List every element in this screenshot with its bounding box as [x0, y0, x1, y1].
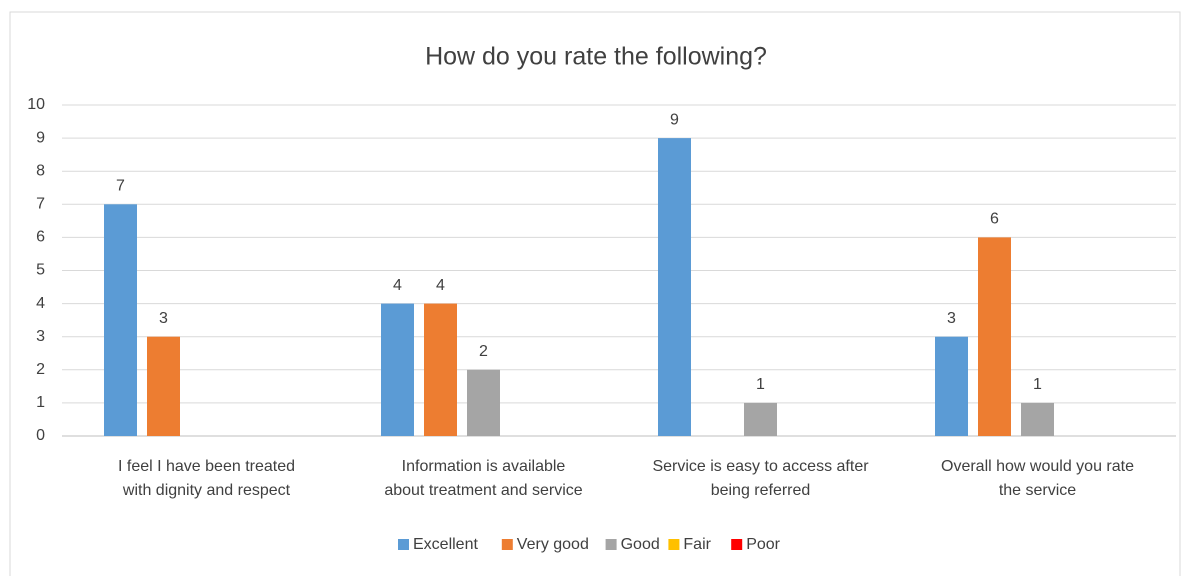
y-tick-label: 2	[36, 361, 45, 378]
data-label: 1	[756, 376, 765, 393]
data-label: 3	[947, 310, 956, 327]
data-label: 6	[990, 211, 999, 228]
bar	[658, 138, 691, 436]
y-tick-label: 0	[36, 427, 45, 444]
y-tick-label: 9	[36, 129, 45, 146]
legend-label: Excellent	[413, 536, 478, 553]
bar	[978, 237, 1011, 436]
bar	[467, 369, 500, 436]
bar	[104, 204, 137, 436]
x-tick-label: being referred	[711, 482, 811, 499]
x-tick-label: Information is available	[402, 458, 566, 475]
y-tick-label: 5	[36, 262, 45, 279]
legend-label: Fair	[683, 536, 711, 553]
bar	[935, 336, 968, 436]
bar	[744, 402, 777, 436]
y-tick-label: 4	[36, 295, 45, 312]
data-label: 4	[436, 277, 445, 294]
legend-label: Very good	[517, 536, 589, 553]
legend-swatch	[668, 539, 680, 550]
legend-swatch	[398, 539, 409, 550]
bar	[381, 303, 414, 436]
data-label: 4	[393, 277, 402, 294]
legend-swatch	[605, 539, 617, 550]
legend-swatch	[501, 539, 513, 550]
data-label: 2	[479, 343, 488, 360]
x-tick-label: about treatment and service	[384, 482, 582, 499]
data-label: 1	[1033, 376, 1042, 393]
y-tick-label: 6	[36, 229, 45, 246]
legend-swatch	[731, 539, 743, 550]
legend-label: Poor	[746, 536, 780, 553]
x-tick-label: with dignity and respect	[122, 482, 291, 499]
y-tick-label: 3	[36, 328, 45, 345]
x-tick-label: Overall how would you rate	[941, 458, 1134, 475]
chart-title: How do you rate the following?	[425, 43, 767, 71]
data-label: 9	[670, 111, 679, 128]
bar	[1021, 402, 1054, 436]
x-tick-label: I feel I have been treated	[118, 458, 295, 475]
x-tick-label: the service	[999, 482, 1076, 499]
y-tick-label: 8	[36, 162, 45, 179]
y-tick-label: 1	[36, 394, 45, 411]
y-tick-label: 7	[36, 196, 45, 213]
bar	[424, 303, 457, 436]
x-tick-label: Service is easy to access after	[652, 458, 869, 475]
y-tick-label: 10	[27, 96, 45, 113]
data-label: 3	[159, 310, 168, 327]
legend-label: Good	[621, 536, 660, 553]
data-label: 7	[116, 178, 125, 195]
bar	[147, 336, 180, 436]
